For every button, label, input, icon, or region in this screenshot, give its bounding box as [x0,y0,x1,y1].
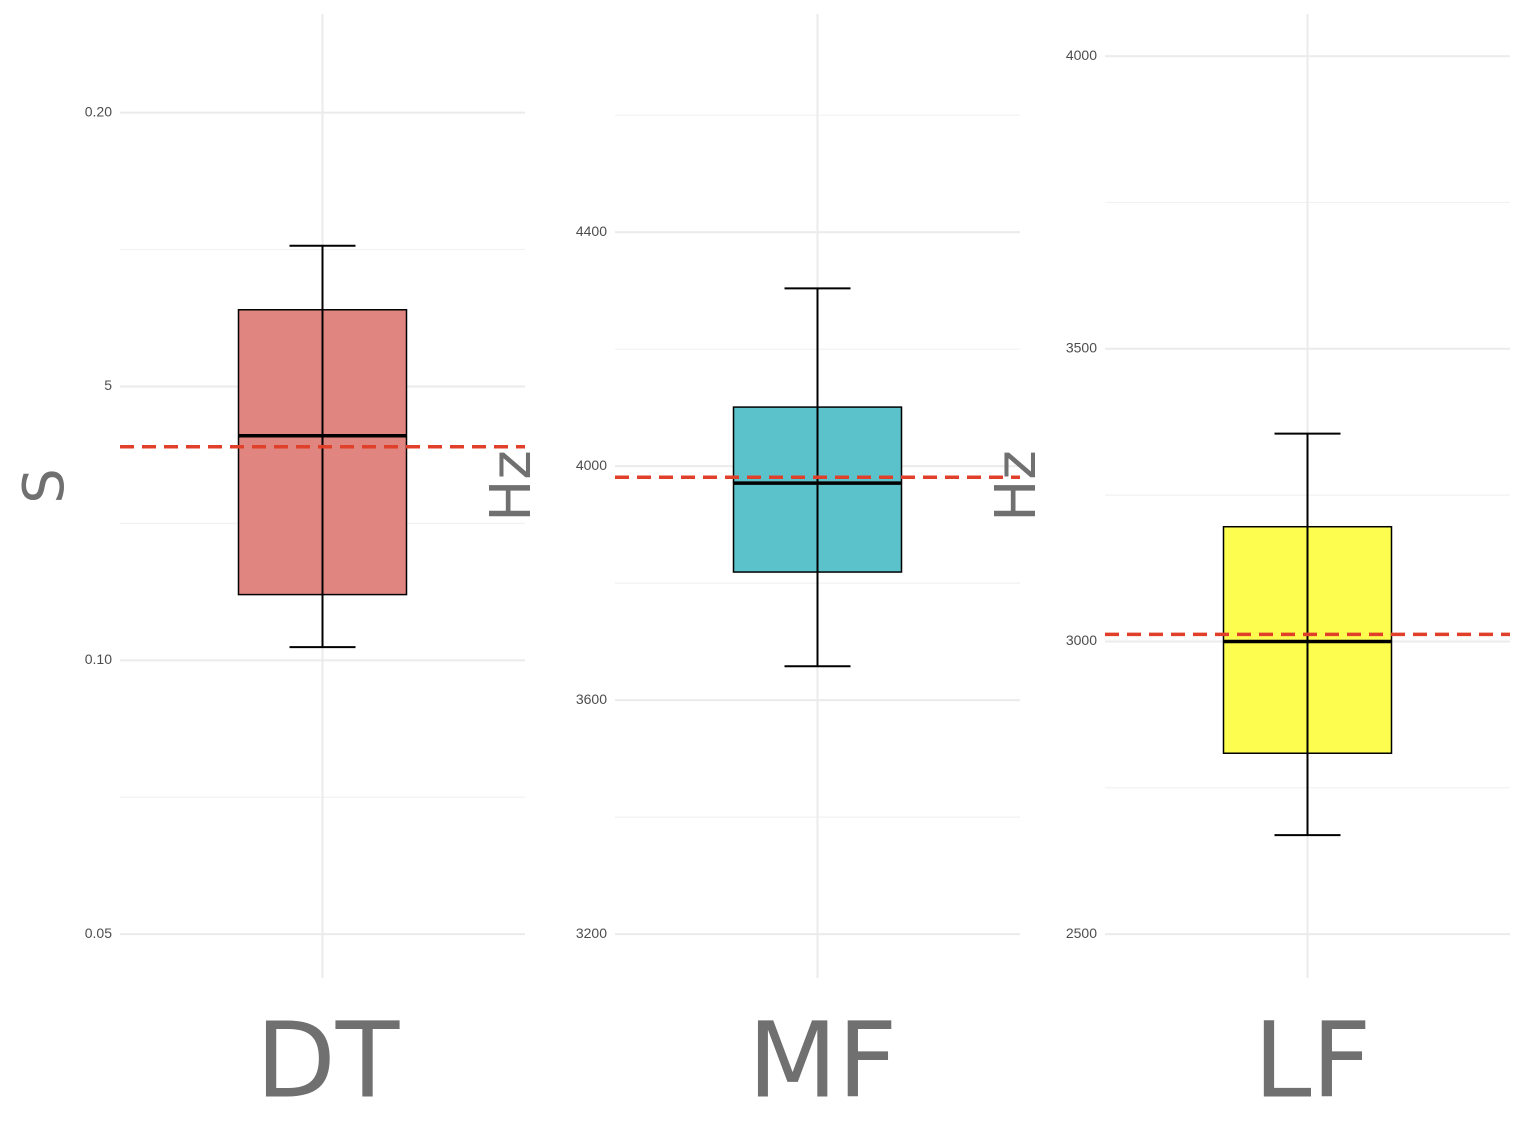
y-tick-label: 3200 [576,925,607,941]
y-tick-label: 0.10 [85,651,112,667]
y-tick-label: 3500 [1066,339,1097,355]
y-tick-label: 4400 [576,223,607,239]
y-axis-label: S [12,468,77,504]
x-tick-label: LF [1254,999,1372,1121]
y-tick-label: 2500 [1066,925,1097,941]
y-axis-label: Hz [984,450,1049,522]
y-tick-label: 3000 [1066,632,1097,648]
y-tick-label: 5 [104,377,112,393]
x-tick-label: MF [748,999,898,1121]
y-axis-label: Hz [479,450,544,522]
y-tick-label: 3600 [576,691,607,707]
x-tick-label: DT [256,999,400,1121]
y-tick-label: 4000 [1066,47,1097,63]
y-tick-label: 4000 [576,457,607,473]
y-tick-label: 0.20 [85,103,112,119]
y-tick-label: 0.05 [85,925,112,941]
